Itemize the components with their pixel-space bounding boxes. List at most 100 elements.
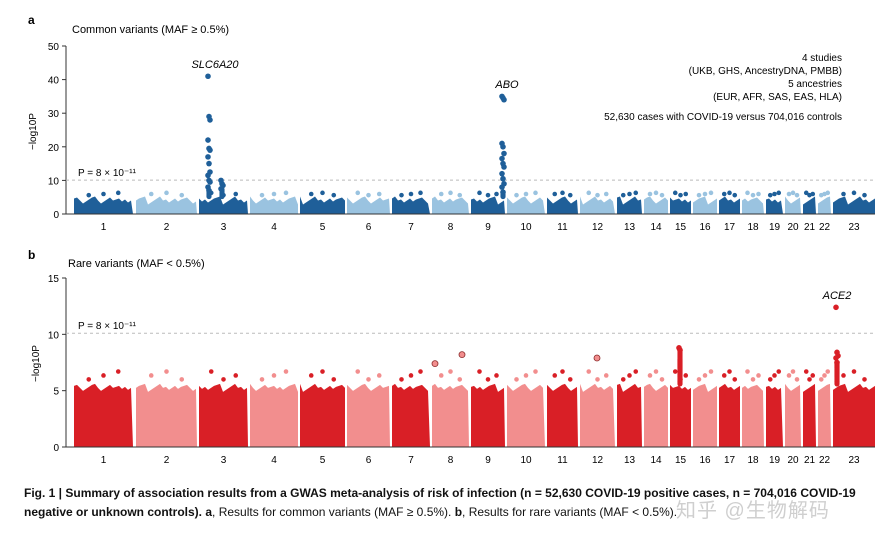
snp-point [702, 373, 708, 378]
snp-point [841, 373, 846, 378]
snp-point [438, 373, 444, 378]
chromosome-block-13 [617, 383, 642, 447]
peak-point [834, 360, 840, 366]
snp-point [750, 192, 756, 198]
x-tick-label-chr10: 10 [520, 455, 532, 466]
x-tick-label-chr2: 2 [164, 455, 170, 466]
x-tick-label-chr4: 4 [271, 222, 277, 233]
x-tick-label-chr5: 5 [320, 455, 326, 466]
snp-point [457, 377, 463, 382]
snp-point [633, 190, 639, 196]
chromosome-block-16 [693, 383, 717, 447]
chromosome-block-11 [547, 383, 578, 447]
outlined-point [458, 351, 466, 359]
snp-point [786, 191, 792, 197]
snp-point [164, 369, 169, 374]
snp-point [851, 369, 857, 374]
x-tick-label-chr7: 7 [408, 222, 414, 233]
snp-point [803, 369, 809, 374]
peak-point [205, 137, 211, 143]
x-tick-label-chr8: 8 [448, 222, 454, 233]
x-tick-label-chr21: 21 [804, 222, 816, 233]
snp-point [862, 377, 867, 382]
snp-point [595, 377, 600, 382]
x-tick-label-chr16: 16 [699, 455, 711, 466]
chromosome-block-10 [507, 383, 545, 447]
snp-point [595, 192, 600, 198]
snp-point [283, 369, 289, 374]
snp-point [148, 373, 154, 378]
snp-point [533, 190, 538, 196]
x-tick-label-chr7: 7 [408, 455, 414, 466]
snp-point [399, 377, 404, 382]
x-tick-label-chr19: 19 [769, 222, 781, 233]
snp-point [259, 192, 265, 198]
chromosome-block-12 [580, 196, 615, 214]
chromosome-block-22 [818, 383, 831, 447]
snp-point [851, 190, 857, 196]
x-tick-label-chr6: 6 [366, 455, 372, 466]
snp-point [841, 191, 846, 197]
snp-point [271, 191, 277, 197]
snp-point [653, 369, 659, 374]
snp-point [533, 369, 538, 374]
chromosome-block-5 [300, 383, 345, 447]
panel-b-threshold-label: P = 8 × 10⁻¹¹ [78, 321, 137, 332]
x-tick-label-chr11: 11 [557, 455, 568, 466]
panel-a-threshold-label: P = 8 × 10⁻¹¹ [78, 168, 137, 179]
snp-point [560, 369, 565, 374]
panel-b-y-axis: 0 5 10 15 [48, 274, 67, 454]
snp-point [221, 377, 226, 382]
y-tick-label: 0 [53, 210, 59, 221]
snp-point [862, 192, 867, 198]
y-tick-label: 40 [48, 76, 60, 87]
peak-point [501, 150, 507, 157]
peak-point [219, 186, 225, 193]
peak-point [500, 175, 506, 182]
snp-point [683, 191, 689, 197]
snp-point [523, 191, 529, 197]
chromosome-block-8 [432, 196, 469, 214]
chromosome-block-14 [644, 196, 668, 214]
snp-point [376, 373, 382, 378]
x-tick-label-chr5: 5 [320, 222, 326, 233]
snp-point [283, 190, 289, 196]
caption-a-label: a [205, 505, 213, 519]
x-tick-label-chr2: 2 [164, 222, 170, 233]
caption-b-text: , Results for rare variants (MAF < 0.5%)… [462, 505, 678, 519]
panel-a-letter: a [28, 13, 35, 27]
info-line: (UKB, GHS, AncestryDNA, PMBB) [689, 66, 842, 77]
chromosome-block-9 [471, 196, 505, 214]
peak-label-slc6a20: SLC6A20 [191, 59, 239, 71]
snp-point [586, 369, 592, 374]
x-tick-label-chr20: 20 [787, 222, 799, 233]
x-tick-label-chr17: 17 [724, 222, 736, 233]
chromosome-block-14 [644, 383, 668, 447]
x-tick-label-chr12: 12 [592, 222, 604, 233]
chromosome-block-9 [471, 383, 505, 447]
snp-point [803, 190, 809, 196]
outlined-point [593, 354, 601, 362]
x-tick-label-chr18: 18 [747, 222, 759, 233]
snp-point [101, 373, 106, 378]
x-tick-label-chr12: 12 [592, 455, 604, 466]
chromosome-block-12 [580, 383, 615, 447]
y-tick-label: 20 [48, 143, 60, 154]
peak-point [833, 304, 839, 311]
snp-point [208, 369, 214, 374]
panel-b-letter: b [28, 248, 35, 262]
x-tick-label-chr14: 14 [650, 455, 662, 466]
caption-bold-text: Summary of association results from a GW… [24, 486, 856, 519]
peak-point [499, 155, 505, 162]
x-tick-label-chr9: 9 [485, 222, 491, 233]
snp-point [308, 373, 314, 378]
chromosome-block-20 [785, 196, 801, 214]
panel-a-title: Common variants (MAF ≥ 0.5%) [72, 24, 229, 36]
peak-point [677, 347, 683, 354]
snp-point [721, 191, 727, 197]
panel-b-x-tick-labels: 1 2 3 4 5 6 7 8 9 10 11 12 13 14 15 16 17 18 19 20 21 22 23 [101, 455, 860, 466]
x-tick-label-chr22: 22 [819, 222, 831, 233]
snp-point [457, 192, 463, 198]
peak-point [499, 170, 505, 177]
x-tick-label-chr11: 11 [557, 222, 568, 233]
